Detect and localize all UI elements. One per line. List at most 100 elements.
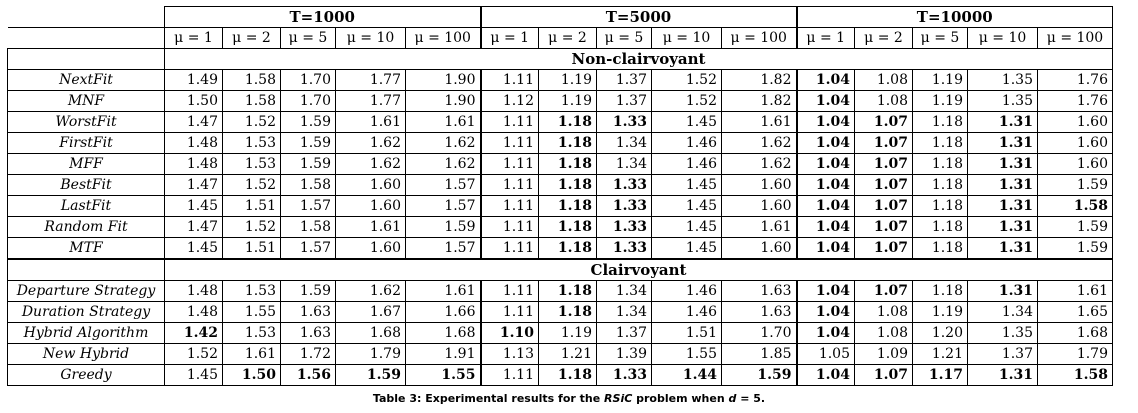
value-cell: 1.45 — [164, 364, 223, 386]
value-cell: 1.19 — [912, 69, 968, 91]
value-cell: 1.31 — [967, 111, 1038, 133]
value-cell: 1.18 — [538, 301, 597, 323]
value-cell: 1.63 — [721, 301, 797, 323]
value-cell: 1.59 — [1037, 216, 1113, 238]
value-cell: 1.77 — [335, 90, 406, 112]
value-cell: 1.62 — [405, 153, 481, 175]
value-cell: 1.59 — [280, 280, 336, 302]
value-cell: 1.07 — [854, 364, 913, 386]
section-header-row: Clairvoyant — [7, 258, 1113, 281]
algorithm-name: MFF — [7, 153, 165, 175]
value-cell: 1.18 — [912, 111, 968, 133]
algorithm-name: New Hybrid — [7, 343, 165, 365]
caption-problem-name: RSiC — [604, 392, 633, 405]
value-cell: 1.18 — [912, 195, 968, 217]
value-cell: 1.39 — [596, 343, 652, 365]
value-cell: 1.61 — [1037, 280, 1113, 302]
value-cell: 1.46 — [651, 153, 722, 175]
value-cell: 1.18 — [912, 174, 968, 196]
value-cell: 1.59 — [280, 153, 336, 175]
value-cell: 1.47 — [164, 216, 223, 238]
algorithm-name: MTF — [7, 237, 165, 260]
value-cell: 1.19 — [912, 90, 968, 112]
value-cell: 1.11 — [479, 111, 539, 133]
value-cell: 1.18 — [538, 364, 597, 386]
section-title: Clairvoyant — [164, 258, 1113, 281]
value-cell: 1.57 — [405, 174, 481, 196]
value-cell: 1.58 — [280, 216, 336, 238]
value-cell: 1.19 — [912, 301, 968, 323]
value-cell: 1.11 — [479, 69, 539, 91]
value-cell: 1.33 — [596, 111, 652, 133]
table-row: Departure Strategy 1.48 1.53 1.59 1.62 1.61 1.… — [7, 280, 1113, 302]
table-row: NextFit 1.49 1.58 1.70 1.77 1.90 1.11 1.19 1.37 1… — [7, 69, 1113, 91]
value-cell: 1.11 — [479, 364, 539, 386]
value-cell: 1.11 — [479, 153, 539, 175]
value-cell: 1.04 — [795, 195, 855, 217]
value-cell: 1.90 — [405, 69, 481, 91]
section-header-row: Non-clairvoyant — [7, 48, 1113, 70]
group-header: T=1000 — [164, 6, 481, 28]
value-cell: 1.62 — [335, 280, 406, 302]
value-cell: 1.52 — [164, 343, 223, 365]
value-cell: 1.58 — [1037, 195, 1113, 217]
value-cell: 1.76 — [1037, 90, 1113, 112]
value-cell: 1.34 — [596, 132, 652, 154]
value-cell: 1.52 — [222, 216, 281, 238]
value-cell: 1.50 — [164, 90, 223, 112]
value-cell: 1.31 — [967, 174, 1038, 196]
value-cell: 1.45 — [651, 237, 722, 260]
mu-header: μ = 2 — [854, 27, 913, 49]
value-cell: 1.57 — [405, 195, 481, 217]
value-cell: 1.62 — [335, 153, 406, 175]
value-cell: 1.72 — [280, 343, 336, 365]
algorithm-name: NextFit — [7, 69, 165, 91]
value-cell: 1.31 — [967, 364, 1038, 386]
mu-header: μ = 1 — [795, 27, 855, 49]
value-cell: 1.45 — [651, 216, 722, 238]
value-cell: 1.05 — [795, 343, 855, 365]
value-cell: 1.57 — [280, 195, 336, 217]
value-cell: 1.34 — [596, 301, 652, 323]
algorithm-name: FirstFit — [7, 132, 165, 154]
value-cell: 1.60 — [1037, 111, 1113, 133]
caption-variable: d — [728, 392, 737, 405]
value-cell: 1.19 — [538, 69, 597, 91]
value-cell: 1.62 — [405, 132, 481, 154]
value-cell: 1.33 — [596, 195, 652, 217]
value-cell: 1.13 — [479, 343, 539, 365]
value-cell: 1.11 — [479, 301, 539, 323]
value-cell: 1.45 — [164, 237, 223, 260]
algorithm-name: Departure Strategy — [7, 280, 165, 302]
value-cell: 1.18 — [538, 216, 597, 238]
mu-header: μ = 100 — [1037, 27, 1113, 49]
value-cell: 1.61 — [335, 216, 406, 238]
value-cell: 1.21 — [912, 343, 968, 365]
value-cell: 1.11 — [479, 195, 539, 217]
value-cell: 1.56 — [280, 364, 336, 386]
mu-header: μ = 2 — [222, 27, 281, 49]
value-cell: 1.07 — [854, 153, 913, 175]
value-cell: 1.08 — [854, 322, 913, 344]
value-cell: 1.11 — [479, 174, 539, 196]
value-cell: 1.61 — [405, 111, 481, 133]
value-cell: 1.48 — [164, 280, 223, 302]
value-cell: 1.18 — [912, 153, 968, 175]
section-spacer-cell — [7, 48, 165, 70]
value-cell: 1.34 — [596, 280, 652, 302]
value-cell: 1.31 — [967, 153, 1038, 175]
value-cell: 1.07 — [854, 132, 913, 154]
value-cell: 1.31 — [967, 280, 1038, 302]
value-cell: 1.59 — [1037, 174, 1113, 196]
caption-suffix: = 5. — [736, 392, 766, 405]
value-cell: 1.12 — [479, 90, 539, 112]
value-cell: 1.59 — [721, 364, 797, 386]
value-cell: 1.37 — [596, 90, 652, 112]
value-cell: 1.58 — [1037, 364, 1113, 386]
mu-header: μ = 10 — [651, 27, 722, 49]
value-cell: 1.31 — [967, 216, 1038, 238]
table-row: MNF 1.50 1.58 1.70 1.77 1.90 1.12 1.19 1.37 1.52 1… — [7, 90, 1113, 112]
value-cell: 1.18 — [912, 216, 968, 238]
